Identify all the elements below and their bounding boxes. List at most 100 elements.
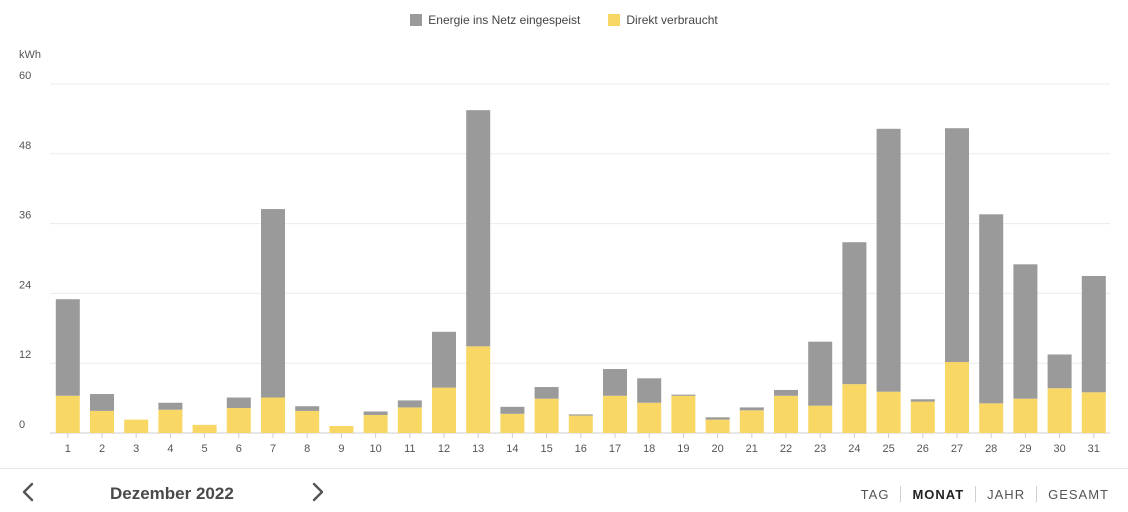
x-tick-label: 24 [848,443,860,455]
bar-netz-eingespeist [842,242,867,385]
bar-direct-verbraucht [158,409,183,433]
bar-direct-verbraucht [397,407,422,433]
tab-monat[interactable]: MONAT [912,486,965,502]
bar-netz-eingespeist [397,400,422,408]
x-tick-label: 1 [65,443,71,455]
bar-netz-eingespeist [1013,264,1038,399]
bar-direct-verbraucht [671,395,696,433]
x-tick-label: 23 [814,443,826,455]
period-label: Dezember 2022 [110,484,234,503]
bar-direct-verbraucht [90,410,114,433]
bar-direct-verbraucht [55,395,80,433]
bar-netz-eingespeist [226,397,251,408]
bar-netz-eingespeist [158,402,183,410]
x-tick-label: 12 [438,443,450,455]
bar-netz-eingespeist [603,369,627,396]
x-tick-label: 15 [540,443,552,455]
bar-direct-verbraucht [534,398,559,433]
bar-direct-verbraucht [295,410,320,433]
x-tick-label: 7 [270,443,276,455]
bar-direct-verbraucht [363,414,388,433]
x-tick-label: 9 [338,443,344,455]
x-tick-label: 29 [1019,443,1031,455]
tab-separator [1036,486,1038,502]
bar-netz-eingespeist [534,387,559,399]
bar-netz-eingespeist [261,209,285,398]
y-tick-label: 24 [19,279,31,291]
x-tick-label: 19 [677,443,689,455]
bar-direct-verbraucht [226,407,251,433]
bar-direct-verbraucht [739,410,764,433]
bar-netz-eingespeist [979,214,1004,404]
tab-tag[interactable]: TAG [860,486,890,502]
x-tick-label: 5 [202,443,208,455]
bar-direct-verbraucht [432,387,456,433]
chart-legend: Energie ins Netz eingespeist Direkt verb… [0,10,1128,30]
bar-direct-verbraucht [1047,388,1072,433]
chevron-right-icon [312,482,324,502]
bar-direct-verbraucht [774,395,798,433]
bar-netz-eingespeist [671,394,696,396]
bar-direct-verbraucht [500,413,525,433]
x-tick-label: 26 [917,443,929,455]
bar-netz-eingespeist [568,414,593,416]
x-tick-label: 16 [575,443,587,455]
bar-netz-eingespeist [500,406,525,414]
legend-swatch-direct [608,14,621,26]
bar-netz-eingespeist [466,110,491,347]
x-tick-label: 28 [985,443,997,455]
x-tick-label: 6 [236,443,242,455]
bar-direct-verbraucht [910,401,935,433]
tab-separator [900,486,902,502]
bar-direct-verbraucht [945,362,969,433]
x-tick-label: 21 [746,443,758,455]
bar-direct-verbraucht [979,403,1004,433]
legend-label-direct: Direkt verbraucht [626,13,718,27]
bar-direct-verbraucht [842,384,867,433]
legend-item-exported[interactable]: Energie ins Netz eingespeist [410,13,580,27]
x-tick-label: 27 [951,443,963,455]
x-tick-label: 25 [882,443,894,455]
bar-direct-verbraucht [192,424,217,433]
bottom-navigation-bar: Dezember 2022 TAG MONAT JAHR GESAMT [0,468,1128,512]
y-tick-label: 48 [19,140,31,152]
x-tick-label: 4 [167,443,173,455]
y-tick-label: 0 [19,419,25,431]
bar-netz-eingespeist [876,128,901,392]
bar-netz-eingespeist [945,128,969,363]
bar-direct-verbraucht [637,402,662,433]
bar-netz-eingespeist [363,411,388,415]
x-tick-label: 20 [711,443,723,455]
bar-netz-eingespeist [910,399,935,402]
bar-direct-verbraucht [568,415,593,433]
tab-separator [975,486,977,502]
legend-swatch-exported [410,14,423,26]
x-tick-label: 11 [404,443,415,455]
bar-netz-eingespeist [295,406,320,411]
bar-direct-verbraucht [1081,392,1106,433]
tab-jahr[interactable]: JAHR [987,486,1026,502]
y-tick-label: 36 [19,210,31,222]
bar-netz-eingespeist [90,394,114,411]
bar-direct-verbraucht [466,346,491,433]
bar-direct-verbraucht [329,426,354,433]
bar-netz-eingespeist [55,299,80,396]
y-tick-label: 60 [19,70,31,82]
x-tick-label: 18 [643,443,655,455]
legend-label-exported: Energie ins Netz eingespeist [428,13,581,27]
x-tick-label: 8 [304,443,310,455]
legend-item-direct[interactable]: Direkt verbraucht [608,13,718,27]
x-tick-label: 31 [1088,443,1100,455]
tab-gesamt[interactable]: GESAMT [1048,486,1109,502]
next-period-button[interactable] [305,480,329,504]
y-axis-unit-label: kWh [19,49,41,61]
bar-netz-eingespeist [1081,275,1106,393]
bar-netz-eingespeist [1047,354,1072,389]
prev-period-button[interactable] [17,480,41,504]
x-tick-label: 3 [133,443,139,455]
x-tick-label: 13 [472,443,484,455]
bar-netz-eingespeist [637,378,662,403]
bar-netz-eingespeist [739,407,764,411]
chevron-left-icon [22,482,34,502]
